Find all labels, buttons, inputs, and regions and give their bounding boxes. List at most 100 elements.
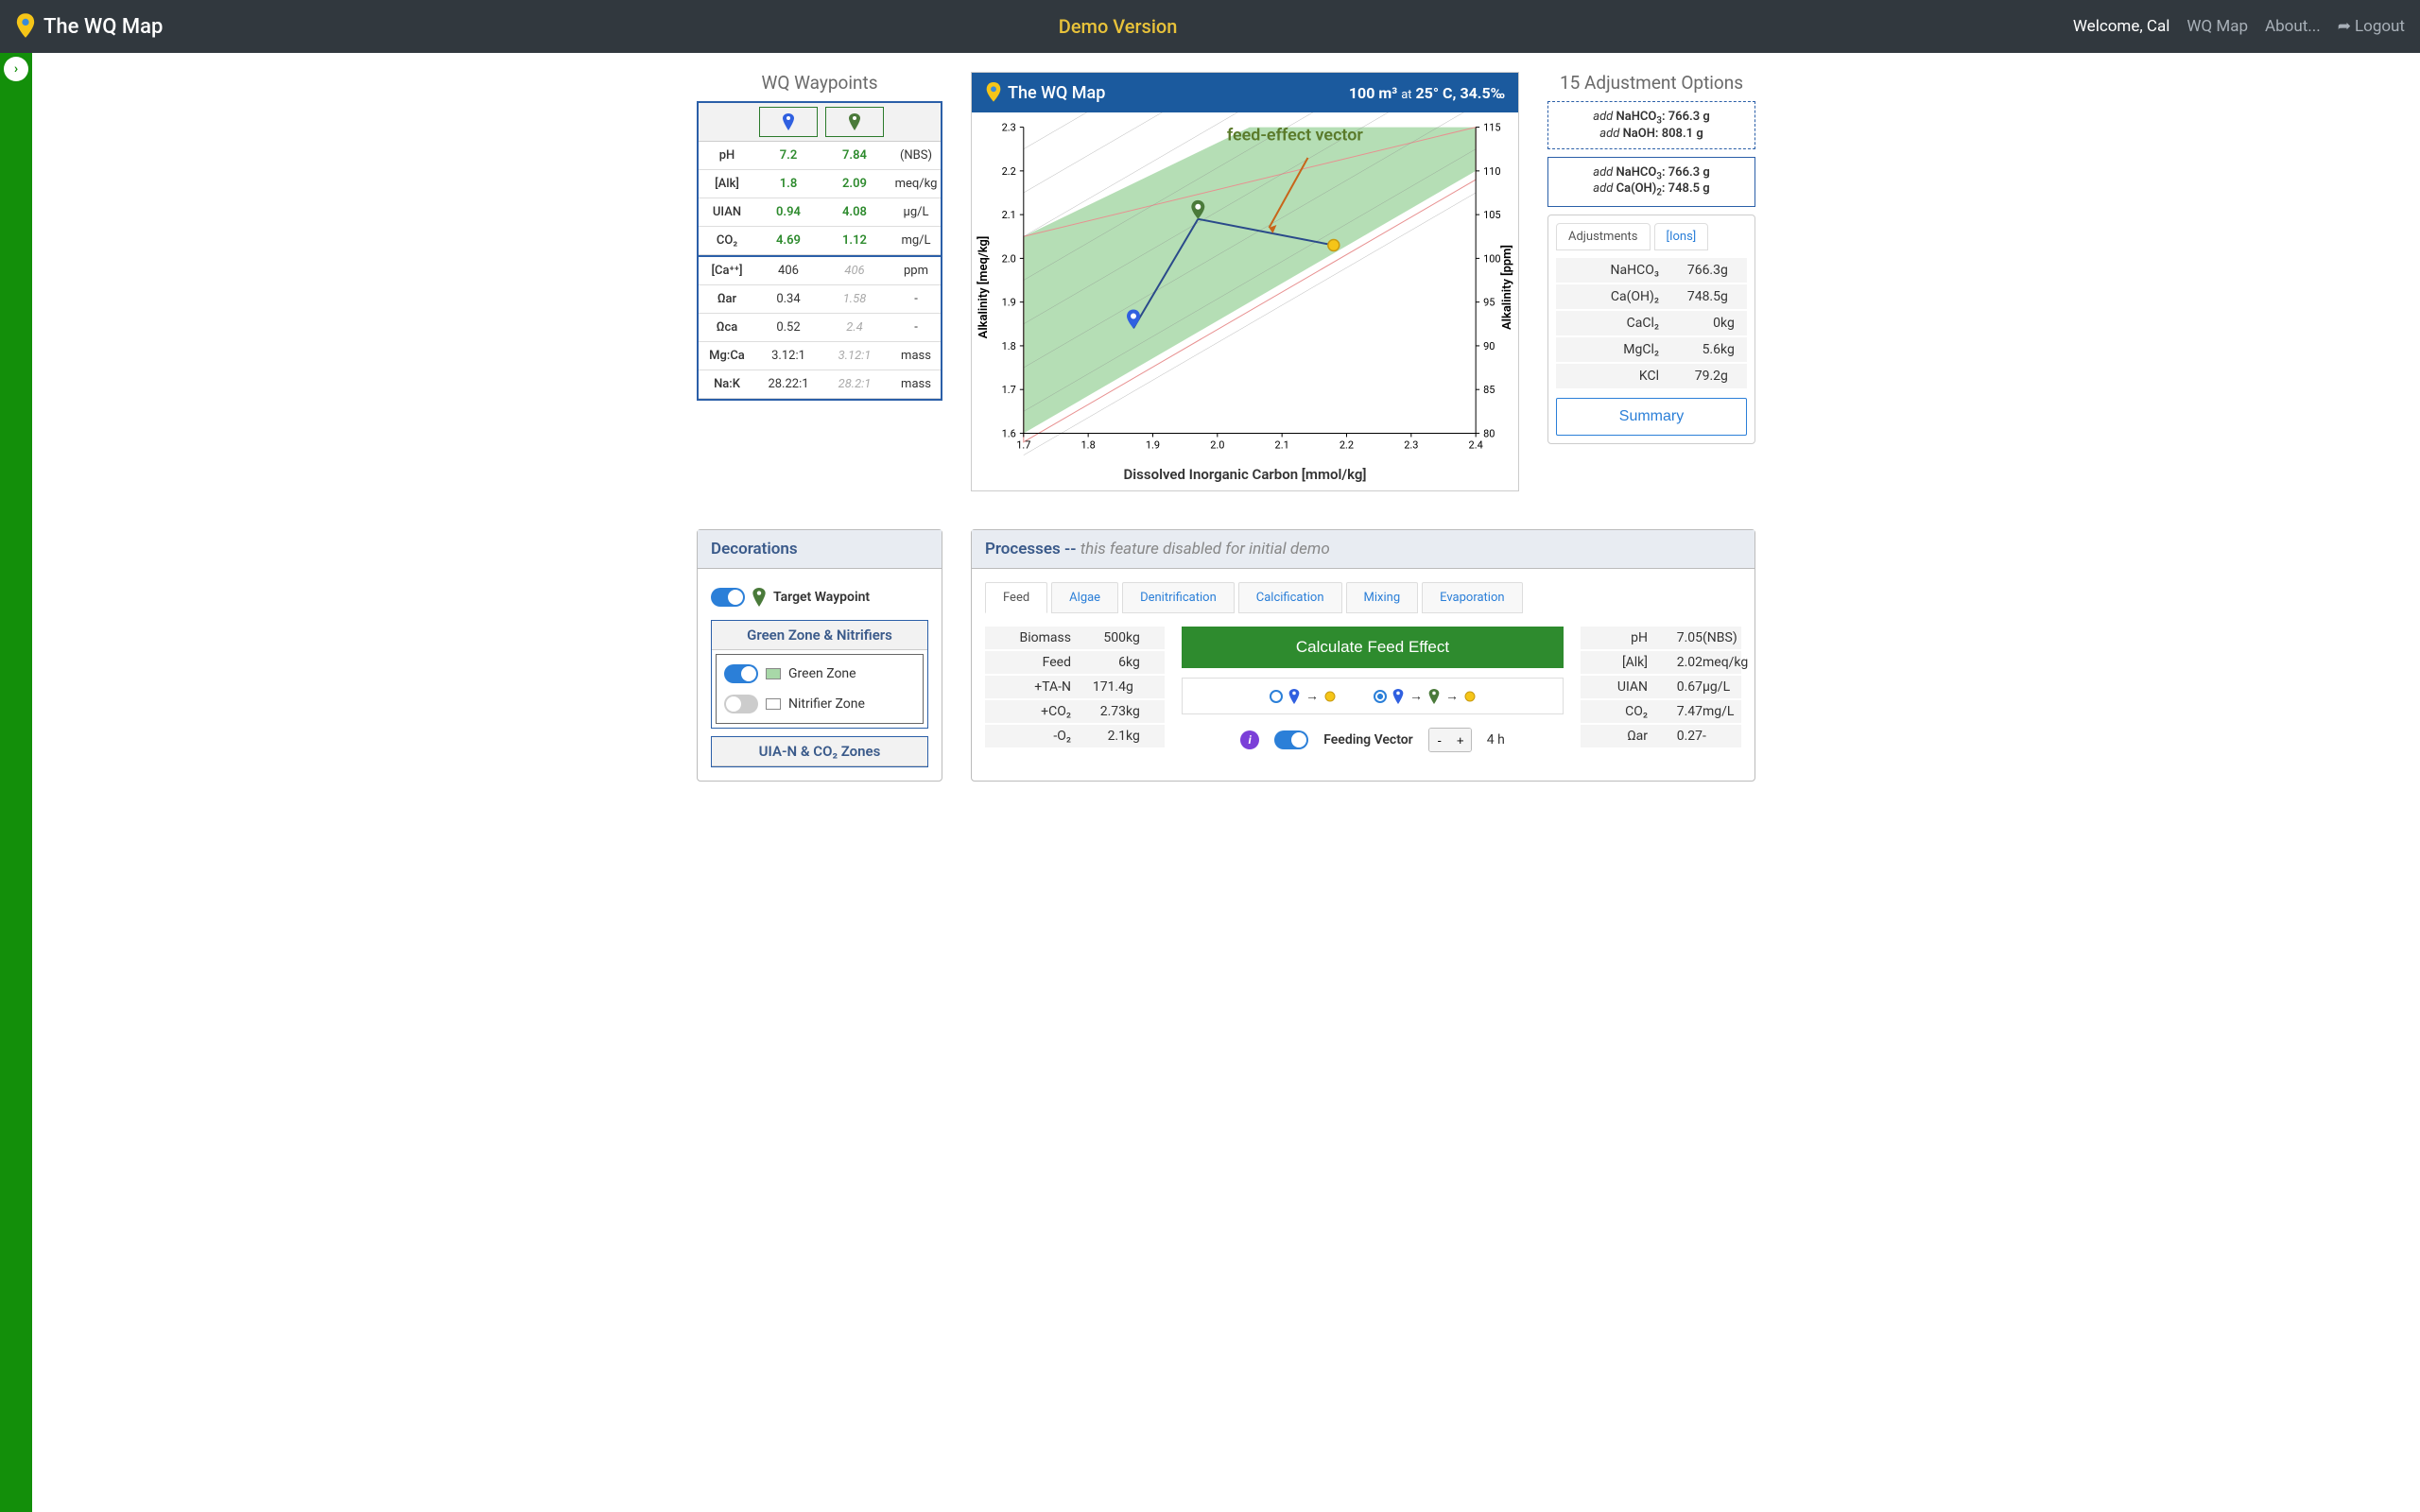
tab-ions[interactable]: [Ions] (1654, 223, 1709, 250)
group-uian-co2[interactable]: UIA-N & CO₂ Zones (712, 737, 927, 766)
green-zone-swatch (766, 668, 781, 679)
table-row: Mg:Ca3.12:13.12:1mass (699, 342, 941, 370)
adjustment-detail: Adjustments [Ions] NaHCO₃766.3gCa(OH)₂74… (1547, 215, 1755, 444)
waypoint-col-blue[interactable] (759, 107, 818, 137)
brand-text: The WQ Map (43, 15, 163, 39)
group-green-nitrifiers[interactable]: Green Zone & Nitrifiers (712, 621, 927, 650)
stepper-plus[interactable]: + (1450, 729, 1471, 751)
svg-text:95: 95 (1483, 297, 1495, 309)
list-item: CO₂7.47mg/L (1581, 700, 1741, 723)
nitrifier-zone-label: Nitrifier Zone (788, 696, 865, 712)
table-row: CO₂4.691.12mg/L (699, 227, 941, 255)
path-option-direct[interactable]: → (1270, 688, 1336, 704)
table-row: pH7.27.84(NBS) (699, 142, 941, 170)
top-nav: The WQ Map Demo Version Welcome, Cal WQ … (0, 0, 2420, 53)
list-item: Ca(OH)₂748.5g (1556, 284, 1747, 309)
svg-text:1.9: 1.9 (1002, 297, 1016, 309)
decorations-title: Decorations (698, 530, 942, 569)
waypoint-col-green[interactable] (825, 107, 884, 137)
target-label: Target Waypoint (773, 590, 870, 605)
svg-text:2.0: 2.0 (1002, 252, 1016, 265)
nitrifier-zone-swatch (766, 698, 781, 710)
list-item: -O₂2.1kg (985, 725, 1165, 747)
expand-sidebar-button[interactable]: › (4, 57, 28, 81)
path-option-via-target[interactable]: → → (1374, 688, 1476, 704)
tab-feed[interactable]: Feed (985, 582, 1047, 613)
list-item: +CO₂2.73kg (985, 700, 1165, 723)
svg-text:1.7: 1.7 (1016, 438, 1030, 451)
svg-text:110: 110 (1483, 165, 1500, 178)
feeding-vector-label: Feeding Vector (1323, 732, 1413, 747)
svg-text:1.7: 1.7 (1002, 384, 1016, 396)
chart-x-label: Dissolved Inorganic Carbon [mmol/kg] (972, 462, 1518, 490)
table-row: [Ca⁺⁺]406406ppm (699, 257, 941, 285)
info-icon[interactable]: i (1240, 730, 1259, 749)
waypoints-title: WQ Waypoints (697, 72, 942, 94)
adjustment-option-1[interactable]: add NaHCO3: 766.3 g add NaOH: 808.1 g (1547, 101, 1755, 149)
tab-adjustments[interactable]: Adjustments (1556, 223, 1651, 250)
waypoints-panel: WQ Waypoints pH7.27.84(NBS)[Alk]1.82.09m… (697, 72, 942, 491)
svg-text:100: 100 (1483, 252, 1500, 265)
toggle-feeding-vector[interactable] (1274, 730, 1308, 749)
chart-svg: 1.71.81.92.02.12.22.32.41.61.71.81.92.02… (972, 112, 1518, 462)
nav-about[interactable]: About... (2265, 17, 2321, 36)
list-item: NaHCO₃766.3g (1556, 258, 1747, 283)
toggle-target-waypoint[interactable] (711, 588, 745, 607)
duration-value: 4 h (1487, 732, 1505, 747)
svg-text:Alkalinity [meq/kg]: Alkalinity [meq/kg] (976, 236, 991, 339)
toggle-green-zone[interactable] (724, 664, 758, 683)
svg-text:2.1: 2.1 (1002, 209, 1016, 221)
stepper-minus[interactable]: - (1429, 729, 1450, 751)
processes-panel: Processes -- this feature disabled for i… (971, 529, 1755, 782)
calculate-button[interactable]: Calculate Feed Effect (1182, 627, 1564, 668)
svg-text:1.8: 1.8 (1081, 438, 1096, 451)
green-zone-label: Green Zone (788, 666, 856, 681)
tab-algae[interactable]: Algae (1051, 582, 1118, 613)
list-item: UIAN0.67µg/L (1581, 676, 1741, 698)
processes-title: Processes -- this feature disabled for i… (972, 530, 1754, 569)
list-item: +TA-N171.4g (985, 676, 1165, 698)
toggle-nitrifier-zone[interactable] (724, 695, 758, 713)
chart-plot[interactable]: 1.71.81.92.02.12.22.32.41.61.71.81.92.02… (972, 112, 1518, 462)
svg-text:2.2: 2.2 (1002, 165, 1016, 178)
table-row: Na:K28.22:128.2:1mass (699, 370, 941, 399)
nav-right: Welcome, Cal WQ Map About... ➦Logout (2073, 17, 2405, 36)
decorations-panel: Decorations Target Waypoint Green Zone &… (697, 529, 942, 782)
list-item: Biomass500kg (985, 627, 1165, 649)
svg-text:1.9: 1.9 (1146, 438, 1160, 451)
adjustment-option-2[interactable]: add NaHCO3: 766.3 g add Ca(OH)2: 748.5 g (1547, 157, 1755, 207)
svg-text:90: 90 (1483, 340, 1495, 352)
adjustments-panel: 15 Adjustment Options add NaHCO3: 766.3 … (1547, 72, 1755, 491)
tab-denitrification[interactable]: Denitrification (1122, 582, 1235, 613)
adjustments-title: 15 Adjustment Options (1547, 72, 1755, 94)
list-item: pH7.05(NBS) (1581, 627, 1741, 649)
svg-text:1.8: 1.8 (1002, 340, 1016, 352)
tab-calcification[interactable]: Calcification (1238, 582, 1342, 613)
svg-text:2.4: 2.4 (1469, 438, 1483, 451)
chart-panel: The WQ Map 100 m³ at 25° C, 34.5‰ 1.7 1.8… (971, 72, 1519, 491)
list-item: CaCl₂0kg (1556, 311, 1747, 335)
chart-pin-icon (985, 82, 1002, 103)
svg-text:1.6: 1.6 (1002, 427, 1016, 439)
list-item: Feed6kg (985, 651, 1165, 674)
svg-text:80: 80 (1483, 427, 1495, 439)
nav-wqmap[interactable]: WQ Map (2187, 17, 2248, 36)
pin-logo-icon (15, 13, 36, 40)
svg-text:85: 85 (1483, 384, 1495, 396)
process-inputs: Biomass500kgFeed6kg+TA-N171.4g+CO₂2.73kg… (985, 627, 1165, 749)
tab-evaporation[interactable]: Evaporation (1422, 582, 1522, 613)
svg-text:feed-effect vector: feed-effect vector (1227, 125, 1364, 145)
nav-logout[interactable]: ➦Logout (2338, 17, 2405, 36)
summary-button[interactable]: Summary (1556, 398, 1747, 436)
tab-mixing[interactable]: Mixing (1346, 582, 1419, 613)
svg-text:2.1: 2.1 (1275, 438, 1289, 451)
svg-text:105: 105 (1483, 209, 1500, 221)
svg-text:2.0: 2.0 (1210, 438, 1224, 451)
duration-stepper[interactable]: - + (1428, 728, 1472, 752)
chart-header: The WQ Map 100 m³ at 25° C, 34.5‰ (972, 73, 1518, 112)
target-pin-icon (752, 588, 766, 607)
table-row: [Alk]1.82.09meq/kg (699, 170, 941, 198)
waypoints-table: pH7.27.84(NBS)[Alk]1.82.09meq/kgUIAN0.94… (697, 101, 942, 401)
svg-text:2.2: 2.2 (1340, 438, 1354, 451)
path-selector: → → → (1182, 678, 1564, 714)
